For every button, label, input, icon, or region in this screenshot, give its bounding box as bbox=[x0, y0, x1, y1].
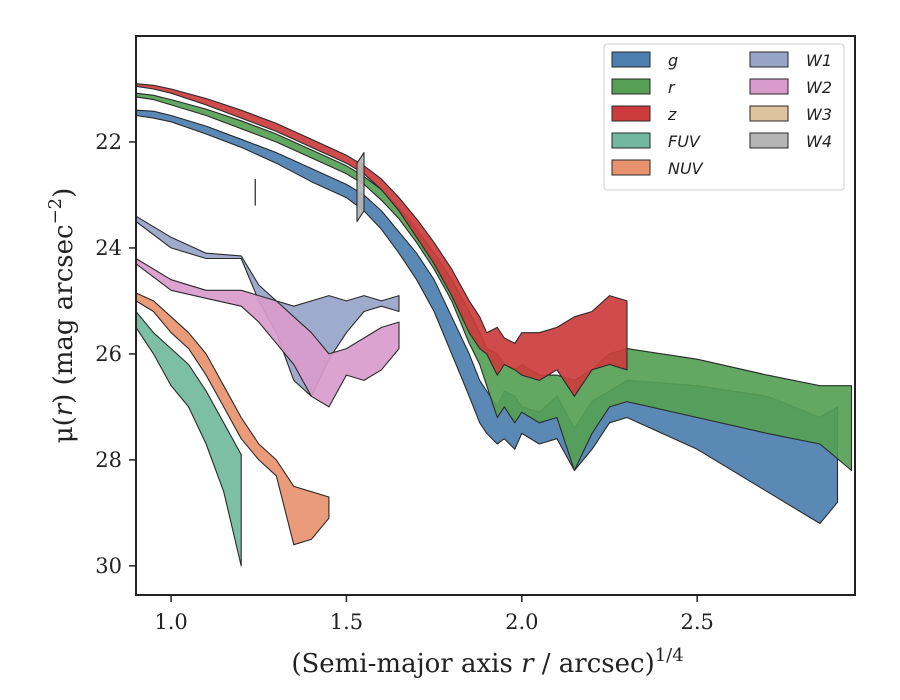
tick-layer: 1.0 1.5 2.0 2.5 22 24 26 28 30 bbox=[95, 130, 714, 634]
y-tick-label: 24 bbox=[95, 236, 122, 260]
legend-label-w4: W4 bbox=[806, 132, 832, 151]
legend-label-fuv: FUV bbox=[668, 132, 701, 151]
y-axis-label-main: μ( bbox=[49, 416, 79, 443]
legend-label-g: g bbox=[668, 51, 678, 70]
y-tick-label: 28 bbox=[95, 448, 122, 472]
legend-swatch-nuv bbox=[611, 159, 651, 176]
y-axis-label-close: ) bbox=[49, 188, 79, 198]
x-axis-label-exponent: 1/4 bbox=[655, 645, 684, 666]
legend-swatch-w1 bbox=[749, 51, 789, 68]
x-axis-label: (Semi-major axis r / arcsec)1/4 bbox=[291, 645, 683, 679]
y-tick-label: 26 bbox=[95, 342, 122, 366]
y-axis-label-exponent: −2 bbox=[45, 198, 66, 225]
legend-label-w1: W1 bbox=[806, 51, 832, 70]
y-axis-label: μ(r) (mag arcsec−2) bbox=[45, 188, 79, 444]
band-fuv bbox=[135, 310, 242, 567]
legend-swatch-r bbox=[611, 78, 651, 95]
x-axis-label-unit: / arcsec) bbox=[534, 649, 655, 679]
y-tick-label: 22 bbox=[95, 130, 122, 154]
legend-swatch-g bbox=[611, 51, 651, 68]
x-tick-label: 1.0 bbox=[154, 610, 187, 634]
x-axis-label-variable: r bbox=[521, 649, 535, 679]
legend-swatch-w3 bbox=[749, 105, 789, 122]
band-w4 bbox=[356, 152, 365, 223]
legend: grz FUV NUV W1 W2 W3 W4 bbox=[603, 43, 845, 191]
legend-swatch-fuv bbox=[611, 132, 651, 149]
legend-label-w2: W2 bbox=[806, 78, 832, 97]
y-axis-label-variable: r bbox=[49, 402, 79, 416]
legend-label-w3: W3 bbox=[806, 105, 832, 124]
legend-label-z: z bbox=[667, 105, 677, 124]
band-layer bbox=[135, 83, 853, 567]
band-nuv bbox=[135, 292, 330, 546]
legend-swatch-w2 bbox=[749, 78, 789, 95]
legend-label-nuv: NUV bbox=[668, 159, 704, 178]
band-w2 bbox=[135, 257, 400, 408]
plot-frame bbox=[135, 35, 856, 596]
legend-swatch-w4 bbox=[749, 132, 789, 149]
x-tick-label: 2.0 bbox=[505, 610, 538, 634]
legend-swatch-z bbox=[611, 105, 651, 122]
legend-label-r: r bbox=[668, 78, 676, 97]
y-tick-label: 30 bbox=[95, 554, 122, 578]
x-tick-label: 2.5 bbox=[680, 610, 713, 634]
x-axis-label-main: (Semi-major axis bbox=[291, 649, 521, 679]
x-tick-label: 1.5 bbox=[330, 610, 363, 634]
band-g bbox=[135, 109, 839, 525]
y-axis-label-unit: ) (mag arcsec bbox=[49, 224, 79, 403]
